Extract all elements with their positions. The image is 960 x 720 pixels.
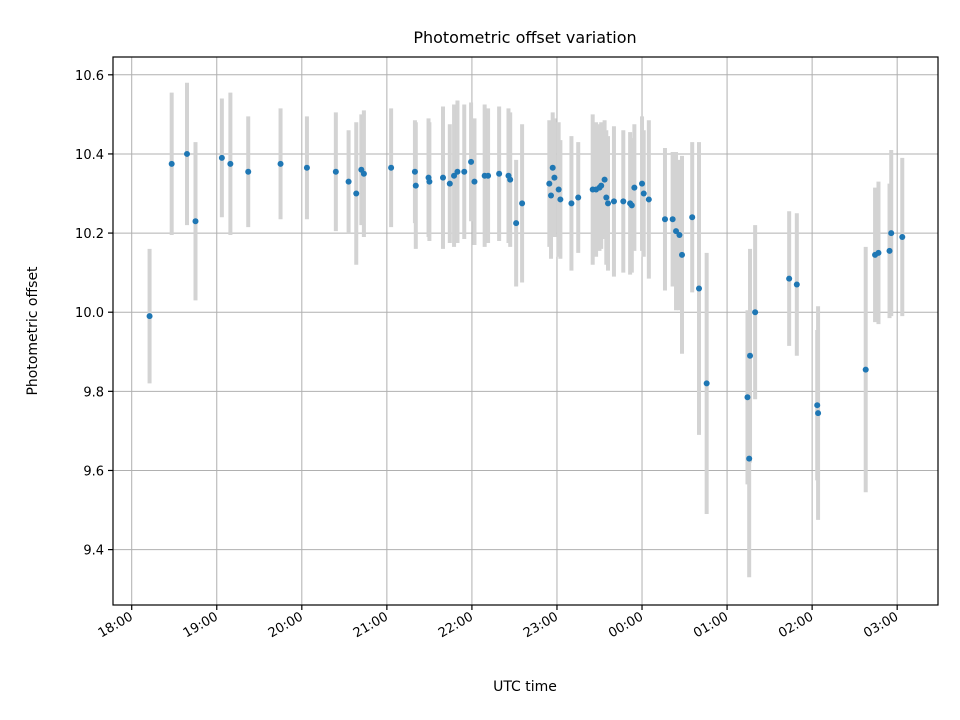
data-point bbox=[446, 180, 453, 187]
data-point bbox=[645, 196, 652, 203]
data-point bbox=[568, 200, 575, 207]
data-point bbox=[546, 180, 553, 187]
data-point bbox=[747, 352, 754, 359]
x-tick-label: 02:00 bbox=[776, 609, 816, 641]
data-point bbox=[744, 394, 751, 401]
data-point bbox=[496, 170, 503, 177]
x-tick-label: 18:00 bbox=[96, 609, 136, 641]
data-point bbox=[454, 168, 461, 175]
y-tick-label: 10.0 bbox=[75, 306, 104, 321]
data-point bbox=[786, 275, 793, 282]
data-point bbox=[886, 247, 893, 254]
data-point bbox=[485, 172, 492, 179]
y-tick-label: 10.6 bbox=[75, 69, 104, 84]
data-point bbox=[519, 200, 526, 207]
data-point bbox=[746, 455, 753, 462]
data-point bbox=[548, 192, 555, 199]
data-point bbox=[218, 154, 225, 161]
data-point bbox=[678, 251, 685, 258]
data-point bbox=[888, 230, 895, 237]
data-point bbox=[620, 198, 627, 205]
data-point bbox=[815, 410, 822, 417]
data-point bbox=[689, 214, 696, 221]
data-point bbox=[555, 186, 562, 193]
data-point bbox=[598, 182, 605, 189]
data-point bbox=[549, 164, 556, 171]
y-tick-label: 9.8 bbox=[83, 385, 104, 400]
data-point bbox=[610, 198, 617, 205]
data-point bbox=[752, 309, 759, 316]
data-point bbox=[605, 200, 611, 207]
data-point bbox=[862, 366, 869, 373]
data-point bbox=[426, 178, 433, 185]
y-tick-label: 10.4 bbox=[75, 148, 104, 163]
x-tick-label: 21:00 bbox=[351, 609, 391, 641]
data-point bbox=[557, 196, 564, 203]
x-axis: 18:00 19:00 20:00 21:00 22:00 23:00 00:00 01:00… bbox=[96, 605, 901, 641]
data-point bbox=[603, 194, 610, 201]
data-point bbox=[551, 174, 558, 181]
data-point bbox=[575, 194, 582, 201]
data-point bbox=[513, 220, 520, 227]
y-tick-label: 9.6 bbox=[83, 464, 104, 479]
data-point bbox=[183, 150, 190, 157]
data-point bbox=[793, 281, 800, 288]
y-axis-label: Photometric offset bbox=[25, 266, 41, 396]
data-point bbox=[814, 402, 821, 409]
chart-title: Photometric offset variation bbox=[413, 28, 636, 47]
data-point bbox=[461, 168, 468, 175]
data-point bbox=[345, 178, 352, 185]
data-point bbox=[440, 174, 446, 181]
data-point bbox=[277, 160, 284, 167]
x-tick-label: 03:00 bbox=[861, 609, 901, 641]
x-tick-label: 01:00 bbox=[691, 609, 731, 641]
data-point bbox=[332, 168, 339, 175]
data-point bbox=[388, 164, 395, 171]
data-point bbox=[412, 182, 419, 189]
data-point bbox=[245, 168, 252, 175]
data-point bbox=[507, 176, 514, 183]
data-point bbox=[875, 249, 882, 256]
data-point bbox=[696, 285, 703, 292]
data-point bbox=[146, 313, 153, 320]
x-tick-label: 20:00 bbox=[266, 609, 306, 641]
data-point bbox=[640, 190, 647, 197]
x-tick-label: 22:00 bbox=[436, 609, 476, 641]
data-point bbox=[628, 202, 635, 209]
x-axis-label: UTC time bbox=[493, 679, 557, 695]
data-point bbox=[168, 160, 175, 167]
data-points bbox=[146, 150, 906, 462]
data-point bbox=[468, 158, 475, 165]
x-tick-label: 19:00 bbox=[181, 609, 221, 641]
data-point bbox=[353, 190, 360, 197]
data-point bbox=[303, 164, 310, 171]
y-axis: 9.4 9.6 9.8 10.0 10.2 10.4 10.6 bbox=[75, 69, 113, 559]
data-point bbox=[661, 216, 668, 223]
plot-area-frame bbox=[112, 56, 939, 606]
grid-lines bbox=[113, 57, 938, 605]
data-point bbox=[227, 160, 234, 167]
data-point bbox=[471, 178, 478, 185]
data-point bbox=[899, 234, 906, 241]
x-tick-label: 00:00 bbox=[606, 609, 646, 641]
y-tick-label: 10.2 bbox=[75, 227, 104, 242]
data-point bbox=[411, 168, 418, 175]
error-bars bbox=[147, 82, 905, 578]
x-tick-label: 23:00 bbox=[521, 609, 561, 641]
data-point bbox=[703, 380, 710, 387]
data-point bbox=[669, 216, 676, 223]
y-tick-label: 9.4 bbox=[83, 544, 104, 559]
data-point bbox=[631, 184, 638, 191]
data-point bbox=[676, 232, 683, 239]
data-point bbox=[639, 180, 646, 187]
data-point bbox=[451, 172, 458, 179]
data-point bbox=[673, 228, 680, 235]
data-point bbox=[192, 218, 199, 225]
data-point bbox=[360, 170, 367, 177]
data-point bbox=[601, 176, 608, 183]
